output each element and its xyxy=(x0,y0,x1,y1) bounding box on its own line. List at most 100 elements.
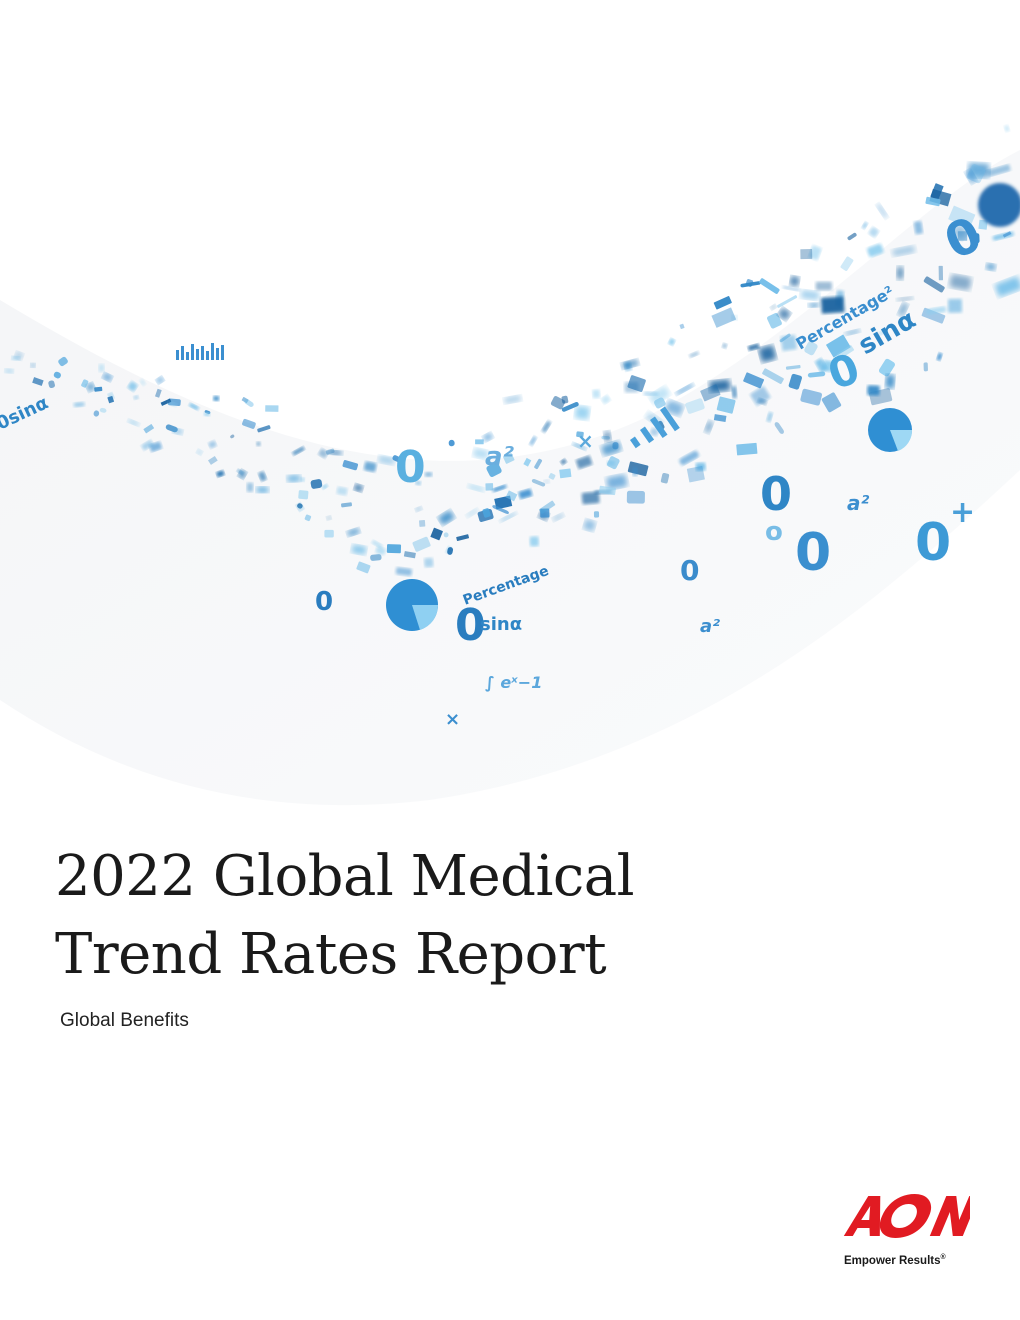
symbol-fragment xyxy=(750,386,771,406)
symbol-fragment xyxy=(721,342,728,349)
symbol-fragment xyxy=(295,502,305,512)
symbol-fragment xyxy=(415,480,422,486)
symbol-fragment xyxy=(561,402,579,412)
zero-glyph: 0 xyxy=(760,467,792,521)
symbol-fragment xyxy=(686,465,705,483)
symbol-fragment xyxy=(994,275,1020,298)
symbol-fragment xyxy=(885,374,895,389)
symbol-fragment xyxy=(4,368,14,374)
zero-glyph: 0 xyxy=(680,554,699,587)
symbol-fragment xyxy=(317,448,329,459)
symbol-fragment xyxy=(664,399,685,417)
symbol-fragment xyxy=(437,509,455,526)
symbol-fragment xyxy=(766,312,782,329)
a-squared-glyph: a² xyxy=(700,616,720,637)
symbol-fragment xyxy=(375,546,386,555)
symbol-fragment xyxy=(592,389,601,399)
symbol-fragment xyxy=(757,398,767,406)
symbol-fragment xyxy=(196,449,203,456)
symbol-fragment xyxy=(310,479,323,489)
symbol-fragment xyxy=(540,508,550,518)
title-line-2: Trend Rates Report xyxy=(55,922,607,987)
symbol-fragment xyxy=(807,371,826,378)
symbol-fragment xyxy=(627,461,649,477)
symbol-fragment xyxy=(668,338,676,346)
symbol-fragment xyxy=(322,484,328,490)
symbol-fragment xyxy=(598,485,616,496)
symbol-fragment xyxy=(621,359,639,370)
symbol-fragment xyxy=(650,427,659,437)
symbol-fragment xyxy=(965,169,977,184)
symbol-fragment xyxy=(256,486,269,493)
symbol-fragment xyxy=(747,343,760,352)
symbol-fragment xyxy=(550,396,566,410)
symbol-fragment xyxy=(500,512,517,522)
symbol-fragment xyxy=(601,441,622,456)
symbol-fragment xyxy=(808,303,820,308)
symbol-fragment xyxy=(395,567,412,576)
symbol-fragment xyxy=(847,232,857,241)
symbol-fragment xyxy=(246,482,254,492)
symbol-fragment xyxy=(30,363,36,368)
pie-chart-icon xyxy=(868,408,913,452)
symbol-fragment xyxy=(675,383,694,396)
times-glyph: × xyxy=(445,709,460,730)
symbol-fragment xyxy=(572,442,587,451)
symbol-fragment xyxy=(242,418,256,429)
symbol-fragment xyxy=(576,431,584,438)
symbol-fragment xyxy=(529,436,537,446)
symbol-fragment xyxy=(800,388,823,406)
a-squared-glyph: a² xyxy=(485,442,515,472)
symbol-fragment xyxy=(560,459,567,465)
symbol-fragment xyxy=(93,410,100,417)
symbol-fragment xyxy=(626,490,645,504)
symbol-fragment xyxy=(743,372,765,389)
symbol-fragment xyxy=(99,407,107,413)
symbol-fragment xyxy=(561,395,569,404)
symbol-fragment xyxy=(539,500,556,514)
symbol-fragment xyxy=(475,439,484,445)
symbol-fragment xyxy=(820,296,845,314)
symbol-fragment xyxy=(815,281,832,291)
symbol-fragment xyxy=(356,561,371,574)
symbol-fragment xyxy=(878,358,895,377)
symbol-fragment xyxy=(11,356,20,361)
symbol-fragment xyxy=(800,289,820,301)
background-swoosh xyxy=(0,150,1020,806)
symbol-fragment xyxy=(878,329,886,336)
symbol-fragment xyxy=(713,414,727,422)
symbol-fragment xyxy=(81,379,89,388)
symbol-fragment xyxy=(230,434,235,439)
symbol-fragment xyxy=(155,388,162,398)
symbol-fragment xyxy=(575,455,593,470)
symbol-fragment xyxy=(304,514,312,522)
symbol-fragment xyxy=(740,281,761,288)
symbol-fragment xyxy=(548,473,556,480)
symbol-fragment xyxy=(800,249,813,260)
symbol-fragment xyxy=(341,502,352,508)
symbol-fragment xyxy=(679,450,699,466)
symbol-fragment xyxy=(971,233,980,244)
symbol-fragment xyxy=(552,512,565,522)
zero-glyph: 0 xyxy=(455,600,486,651)
symbol-fragment xyxy=(485,483,494,491)
symbol-fragment xyxy=(992,231,1014,241)
symbol-fragment xyxy=(559,468,572,479)
symbol-fragment xyxy=(845,329,860,336)
symbol-fragment xyxy=(603,430,612,443)
symbol-fragment xyxy=(363,461,377,473)
symbol-fragment xyxy=(430,527,443,541)
symbol-fragment xyxy=(465,507,479,518)
symbol-fragment xyxy=(759,278,780,294)
symbol-fragment xyxy=(892,245,916,257)
symbol-fragment xyxy=(649,386,671,405)
symbol-fragment xyxy=(486,462,502,477)
symbol-fragment xyxy=(336,486,348,496)
symbol-fragment xyxy=(766,411,774,423)
symbol-fragment xyxy=(600,394,611,405)
symbol-fragment xyxy=(660,472,670,484)
symbol-fragment xyxy=(785,364,801,370)
symbol-fragment xyxy=(412,536,431,552)
symbol-fragment xyxy=(716,396,736,414)
